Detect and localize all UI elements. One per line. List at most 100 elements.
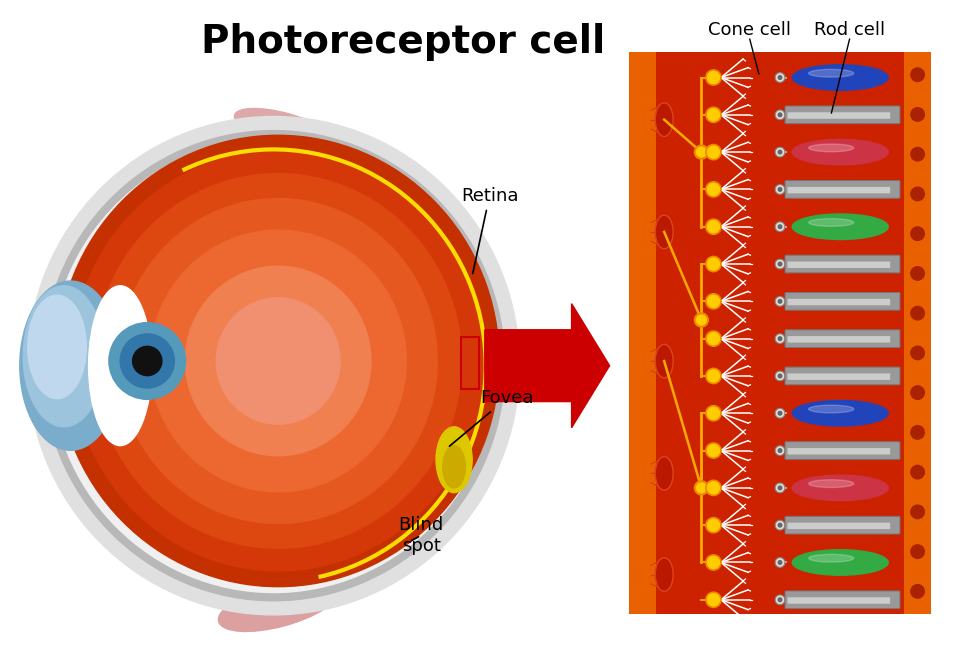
Ellipse shape bbox=[216, 298, 340, 424]
Ellipse shape bbox=[234, 108, 333, 148]
FancyBboxPatch shape bbox=[785, 517, 900, 534]
Circle shape bbox=[120, 334, 175, 388]
Circle shape bbox=[706, 70, 721, 85]
Ellipse shape bbox=[792, 475, 888, 501]
Ellipse shape bbox=[42, 131, 505, 601]
Ellipse shape bbox=[655, 103, 673, 136]
Circle shape bbox=[779, 300, 781, 303]
Circle shape bbox=[775, 558, 785, 567]
Ellipse shape bbox=[808, 405, 853, 413]
Ellipse shape bbox=[436, 427, 472, 492]
FancyBboxPatch shape bbox=[787, 112, 890, 119]
Circle shape bbox=[911, 227, 924, 240]
Ellipse shape bbox=[150, 230, 406, 492]
Ellipse shape bbox=[792, 550, 888, 575]
Circle shape bbox=[706, 331, 721, 346]
Circle shape bbox=[779, 337, 781, 340]
Ellipse shape bbox=[443, 445, 466, 488]
Circle shape bbox=[706, 219, 721, 234]
Circle shape bbox=[775, 296, 785, 306]
Text: Retina: Retina bbox=[461, 187, 518, 274]
Circle shape bbox=[695, 313, 708, 326]
Circle shape bbox=[779, 486, 781, 490]
Circle shape bbox=[775, 110, 785, 119]
Ellipse shape bbox=[28, 295, 86, 398]
Circle shape bbox=[911, 108, 924, 121]
Circle shape bbox=[911, 346, 924, 360]
Ellipse shape bbox=[808, 144, 853, 151]
Text: Blind
spot: Blind spot bbox=[398, 516, 444, 555]
FancyBboxPatch shape bbox=[785, 181, 900, 199]
FancyBboxPatch shape bbox=[785, 255, 900, 273]
Ellipse shape bbox=[50, 139, 497, 592]
Circle shape bbox=[779, 561, 781, 564]
Circle shape bbox=[779, 113, 781, 117]
Circle shape bbox=[775, 520, 785, 530]
Ellipse shape bbox=[88, 286, 152, 445]
Circle shape bbox=[775, 222, 785, 232]
Circle shape bbox=[706, 144, 721, 160]
Circle shape bbox=[775, 408, 785, 418]
Circle shape bbox=[779, 523, 781, 527]
Circle shape bbox=[911, 266, 924, 280]
Bar bbox=[629, 52, 931, 614]
Polygon shape bbox=[485, 304, 610, 428]
FancyBboxPatch shape bbox=[785, 591, 900, 609]
Circle shape bbox=[911, 386, 924, 400]
Circle shape bbox=[695, 146, 708, 159]
Bar bbox=[904, 52, 931, 614]
Ellipse shape bbox=[23, 286, 105, 427]
Ellipse shape bbox=[249, 565, 338, 599]
FancyBboxPatch shape bbox=[787, 522, 890, 529]
Circle shape bbox=[706, 406, 721, 421]
FancyBboxPatch shape bbox=[787, 299, 890, 306]
FancyBboxPatch shape bbox=[785, 330, 900, 347]
Ellipse shape bbox=[655, 456, 673, 490]
Circle shape bbox=[911, 148, 924, 161]
Circle shape bbox=[775, 185, 785, 194]
Circle shape bbox=[775, 483, 785, 493]
Text: Cone cell: Cone cell bbox=[708, 21, 791, 39]
Circle shape bbox=[775, 72, 785, 82]
Circle shape bbox=[706, 443, 721, 458]
Circle shape bbox=[911, 187, 924, 200]
FancyBboxPatch shape bbox=[787, 448, 890, 454]
FancyBboxPatch shape bbox=[787, 261, 890, 268]
Circle shape bbox=[911, 306, 924, 320]
Ellipse shape bbox=[808, 219, 853, 227]
Text: Rod cell: Rod cell bbox=[814, 21, 885, 39]
Circle shape bbox=[706, 257, 721, 272]
Circle shape bbox=[706, 294, 721, 309]
Circle shape bbox=[911, 584, 924, 598]
Ellipse shape bbox=[57, 135, 499, 586]
Circle shape bbox=[775, 446, 785, 455]
FancyBboxPatch shape bbox=[785, 293, 900, 310]
FancyBboxPatch shape bbox=[787, 187, 890, 193]
FancyBboxPatch shape bbox=[787, 597, 890, 604]
Ellipse shape bbox=[808, 69, 853, 77]
Circle shape bbox=[775, 595, 785, 605]
Ellipse shape bbox=[808, 480, 853, 488]
Circle shape bbox=[911, 545, 924, 558]
FancyBboxPatch shape bbox=[785, 367, 900, 385]
FancyBboxPatch shape bbox=[787, 336, 890, 343]
Ellipse shape bbox=[655, 344, 673, 378]
Circle shape bbox=[108, 323, 185, 400]
Ellipse shape bbox=[792, 139, 888, 165]
Text: Fovea: Fovea bbox=[449, 389, 534, 446]
Circle shape bbox=[779, 225, 781, 229]
Circle shape bbox=[779, 150, 781, 154]
Circle shape bbox=[706, 592, 721, 607]
FancyBboxPatch shape bbox=[785, 106, 900, 123]
Circle shape bbox=[775, 371, 785, 381]
Circle shape bbox=[779, 449, 781, 453]
Circle shape bbox=[911, 68, 924, 82]
Ellipse shape bbox=[655, 215, 673, 249]
Ellipse shape bbox=[73, 151, 484, 571]
Circle shape bbox=[779, 411, 781, 415]
Circle shape bbox=[706, 518, 721, 533]
Circle shape bbox=[706, 555, 721, 570]
Circle shape bbox=[132, 346, 162, 375]
Ellipse shape bbox=[792, 400, 888, 426]
Circle shape bbox=[911, 426, 924, 439]
